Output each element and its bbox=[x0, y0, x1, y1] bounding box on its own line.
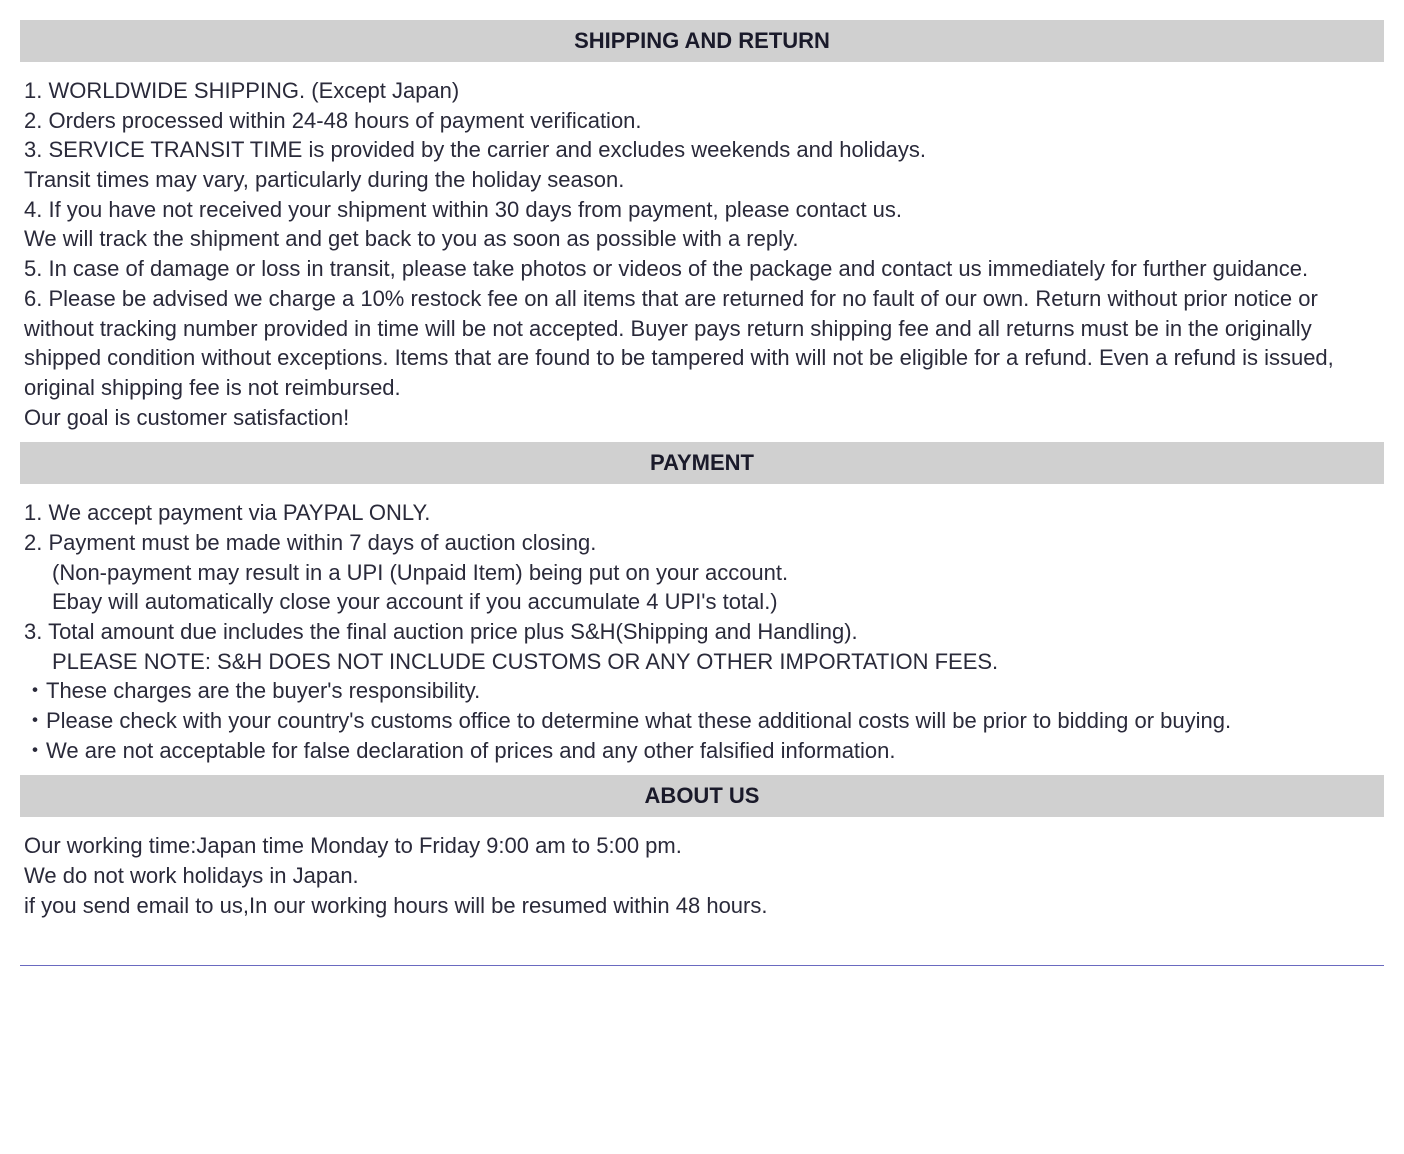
payment-header: PAYMENT bbox=[20, 442, 1384, 484]
document-container: SHIPPING AND RETURN 1. WORLDWIDE SHIPPIN… bbox=[0, 0, 1404, 986]
about-line: if you send email to us,In our working h… bbox=[24, 891, 1380, 921]
payment-line: ・These charges are the buyer's responsib… bbox=[24, 676, 1380, 706]
bottom-divider bbox=[20, 965, 1384, 966]
shipping-body: 1. WORLDWIDE SHIPPING. (Except Japan) 2.… bbox=[20, 76, 1384, 432]
about-line: Our working time:Japan time Monday to Fr… bbox=[24, 831, 1380, 861]
shipping-line: We will track the shipment and get back … bbox=[24, 224, 1380, 254]
shipping-line: 4. If you have not received your shipmen… bbox=[24, 195, 1380, 225]
payment-line: 1. We accept payment via PAYPAL ONLY. bbox=[24, 498, 1380, 528]
about-line: We do not work holidays in Japan. bbox=[24, 861, 1380, 891]
payment-line: 2. Payment must be made within 7 days of… bbox=[24, 528, 1380, 558]
payment-line: ・Please check with your country's custom… bbox=[24, 706, 1380, 736]
payment-line: Ebay will automatically close your accou… bbox=[24, 587, 1380, 617]
payment-line: ・We are not acceptable for false declara… bbox=[24, 736, 1380, 766]
shipping-line: 5. In case of damage or loss in transit,… bbox=[24, 254, 1380, 284]
payment-line: PLEASE NOTE: S&H DOES NOT INCLUDE CUSTOM… bbox=[24, 647, 1380, 677]
shipping-line: 2. Orders processed within 24-48 hours o… bbox=[24, 106, 1380, 136]
payment-line: (Non-payment may result in a UPI (Unpaid… bbox=[24, 558, 1380, 588]
shipping-header: SHIPPING AND RETURN bbox=[20, 20, 1384, 62]
shipping-line: 1. WORLDWIDE SHIPPING. (Except Japan) bbox=[24, 76, 1380, 106]
shipping-line: 3. SERVICE TRANSIT TIME is provided by t… bbox=[24, 135, 1380, 165]
about-body: Our working time:Japan time Monday to Fr… bbox=[20, 831, 1384, 920]
about-header: ABOUT US bbox=[20, 775, 1384, 817]
shipping-line: Transit times may vary, particularly dur… bbox=[24, 165, 1380, 195]
shipping-line: Our goal is customer satisfaction! bbox=[24, 403, 1380, 433]
shipping-line: 6. Please be advised we charge a 10% res… bbox=[24, 284, 1380, 403]
payment-line: 3. Total amount due includes the final a… bbox=[24, 617, 1380, 647]
payment-body: 1. We accept payment via PAYPAL ONLY. 2.… bbox=[20, 498, 1384, 765]
